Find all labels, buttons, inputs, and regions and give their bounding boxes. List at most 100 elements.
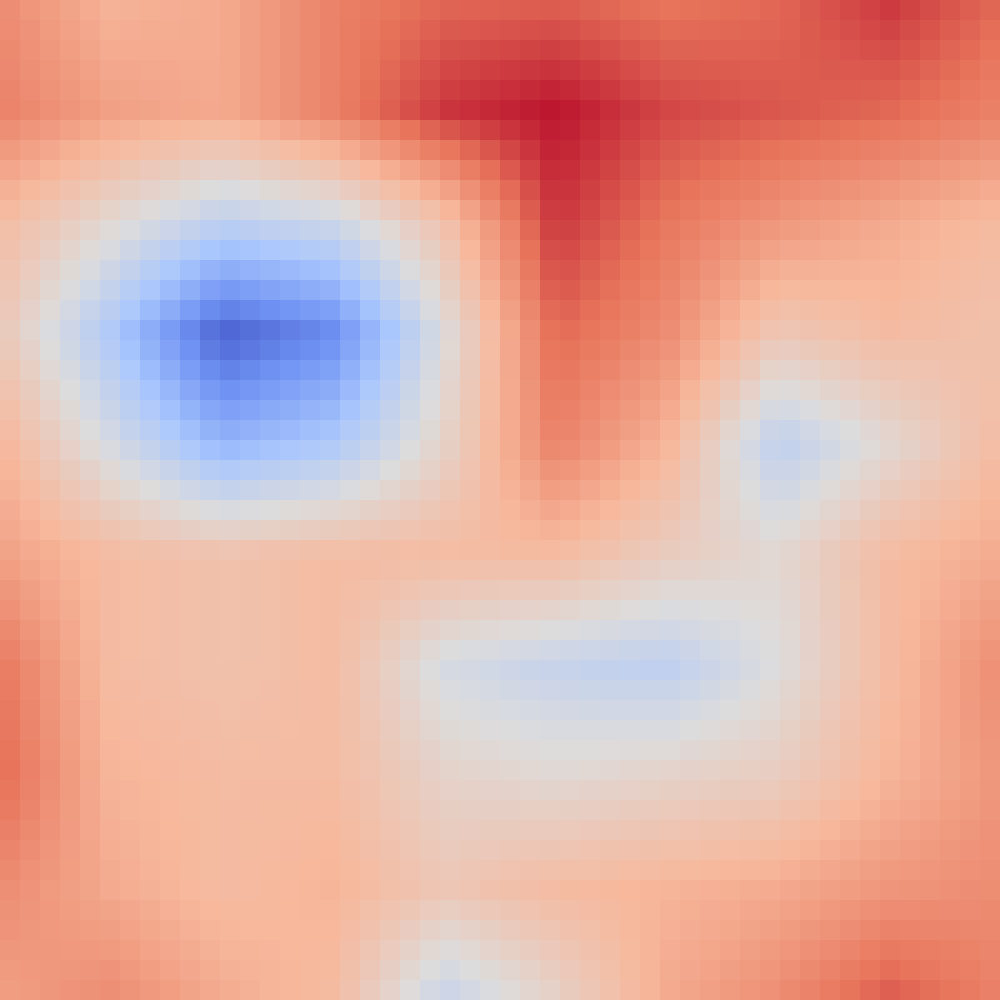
heatmap-cell — [780, 880, 801, 901]
heatmap-cell — [80, 260, 101, 281]
heatmap-cell — [420, 960, 441, 981]
heatmap-cell — [580, 460, 601, 481]
heatmap-cell — [600, 100, 621, 121]
heatmap-cell — [360, 880, 381, 901]
heatmap-cell — [360, 140, 381, 161]
heatmap-cell — [300, 340, 321, 361]
heatmap-cell — [40, 160, 61, 181]
heatmap-cell — [640, 880, 661, 901]
heatmap-cell — [620, 200, 641, 221]
heatmap-cell — [740, 80, 761, 101]
heatmap-cell — [560, 460, 581, 481]
heatmap-cell — [100, 740, 121, 761]
heatmap-cell — [660, 260, 681, 281]
heatmap-cell — [600, 820, 621, 841]
heatmap-cell — [840, 40, 861, 61]
heatmap-cell — [900, 920, 921, 941]
heatmap-cell — [320, 40, 341, 61]
heatmap-cell — [800, 120, 821, 141]
heatmap-cell — [820, 500, 841, 521]
heatmap-cell — [340, 100, 361, 121]
heatmap-cell — [60, 80, 81, 101]
heatmap-cell — [400, 140, 421, 161]
heatmap-cell — [480, 780, 501, 801]
heatmap-cell — [680, 880, 701, 901]
heatmap-cell — [80, 660, 101, 681]
heatmap-cell — [360, 60, 381, 81]
heatmap-cell — [300, 300, 321, 321]
heatmap-cell — [840, 960, 861, 981]
heatmap-cell — [180, 500, 201, 521]
heatmap-cell — [240, 860, 261, 881]
heatmap-cell — [580, 560, 601, 581]
heatmap-cell — [400, 540, 421, 561]
heatmap-cell — [380, 700, 401, 721]
heatmap-cell — [20, 340, 41, 361]
heatmap-cell — [120, 380, 141, 401]
heatmap-cell — [300, 900, 321, 921]
heatmap-cell — [880, 20, 901, 41]
heatmap-cell — [900, 620, 921, 641]
heatmap-cell — [820, 720, 841, 741]
heatmap-cell — [880, 100, 901, 121]
heatmap-cell — [880, 780, 901, 801]
heatmap-cell — [900, 780, 921, 801]
heatmap-cell — [440, 940, 461, 961]
heatmap-cell — [260, 120, 281, 141]
heatmap-cell — [40, 180, 61, 201]
heatmap-cell — [180, 300, 201, 321]
heatmap-cell — [860, 560, 881, 581]
heatmap-cell — [300, 120, 321, 141]
heatmap-cell — [760, 0, 781, 21]
heatmap-cell — [560, 680, 581, 701]
heatmap-cell — [680, 260, 701, 281]
heatmap-cell — [580, 500, 601, 521]
heatmap-cell — [620, 860, 641, 881]
heatmap-cell — [160, 820, 181, 841]
heatmap-cell — [920, 260, 941, 281]
heatmap-cell — [240, 740, 261, 761]
heatmap-cell — [560, 700, 581, 721]
heatmap-cell — [500, 300, 521, 321]
heatmap-cell — [360, 920, 381, 941]
heatmap-cell — [600, 120, 621, 141]
heatmap-cell — [920, 20, 941, 41]
heatmap-cell — [640, 40, 661, 61]
heatmap-cell — [600, 760, 621, 781]
heatmap-cell — [240, 620, 261, 641]
heatmap-cell — [520, 620, 541, 641]
heatmap-cell — [420, 700, 441, 721]
heatmap-cell — [300, 480, 321, 501]
heatmap-cell — [880, 140, 901, 161]
heatmap-cell — [840, 280, 861, 301]
heatmap-cell — [860, 380, 881, 401]
heatmap-cell — [820, 20, 841, 41]
heatmap-cell — [400, 0, 421, 21]
heatmap-cell — [680, 420, 701, 441]
heatmap-cell — [620, 360, 641, 381]
heatmap-cell — [680, 900, 701, 921]
heatmap-cell — [780, 100, 801, 121]
heatmap-cell — [680, 320, 701, 341]
heatmap-cell — [700, 240, 721, 261]
heatmap-cell — [460, 460, 481, 481]
heatmap-cell — [300, 200, 321, 221]
heatmap-cell — [920, 280, 941, 301]
heatmap-cell — [580, 700, 601, 721]
heatmap-cell — [140, 920, 161, 941]
heatmap-cell — [340, 840, 361, 861]
heatmap-cell — [840, 860, 861, 881]
heatmap-cell — [280, 980, 301, 1000]
heatmap-cell — [240, 460, 261, 481]
heatmap-cell — [980, 320, 1000, 341]
heatmap-cell — [800, 820, 821, 841]
heatmap-cell — [640, 920, 661, 941]
heatmap-cell — [20, 440, 41, 461]
heatmap-cell — [0, 300, 21, 321]
heatmap-cell — [120, 780, 141, 801]
heatmap-cell — [780, 400, 801, 421]
heatmap-cell — [340, 80, 361, 101]
heatmap-cell — [620, 120, 641, 141]
heatmap-cell — [200, 700, 221, 721]
heatmap-cell — [260, 400, 281, 421]
